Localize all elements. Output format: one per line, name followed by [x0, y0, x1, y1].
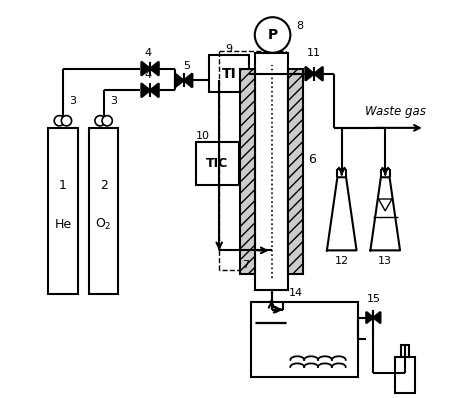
- Bar: [251, 302, 357, 377]
- Text: 8: 8: [296, 21, 303, 31]
- Text: 4: 4: [145, 70, 152, 80]
- Text: TIC: TIC: [206, 157, 228, 170]
- Text: 14: 14: [289, 288, 303, 298]
- Bar: [48, 128, 78, 294]
- Polygon shape: [183, 74, 192, 88]
- Text: Waste gas: Waste gas: [365, 105, 426, 118]
- Text: 1: 1: [59, 179, 67, 193]
- Text: 3: 3: [69, 96, 76, 106]
- Circle shape: [102, 115, 112, 126]
- Polygon shape: [175, 74, 183, 88]
- Polygon shape: [314, 67, 323, 81]
- Polygon shape: [305, 67, 314, 81]
- Polygon shape: [150, 83, 159, 97]
- Polygon shape: [366, 312, 374, 323]
- Bar: [195, 142, 239, 185]
- Polygon shape: [141, 83, 150, 97]
- Text: 2: 2: [100, 179, 108, 193]
- Circle shape: [61, 115, 72, 126]
- Text: 10: 10: [195, 131, 210, 140]
- Bar: [89, 128, 118, 294]
- Circle shape: [255, 17, 291, 53]
- Polygon shape: [150, 62, 159, 76]
- Bar: [255, 53, 288, 290]
- Text: 6: 6: [308, 153, 316, 166]
- Bar: [240, 68, 255, 274]
- Polygon shape: [141, 62, 150, 76]
- Text: 15: 15: [366, 294, 380, 304]
- Bar: [395, 357, 415, 393]
- Bar: [210, 55, 249, 92]
- Text: 3: 3: [110, 96, 117, 106]
- Circle shape: [95, 115, 105, 126]
- Text: 9: 9: [226, 43, 233, 54]
- Text: 5: 5: [183, 60, 190, 70]
- Text: O$_2$: O$_2$: [95, 217, 112, 232]
- Text: 7: 7: [242, 260, 249, 270]
- Bar: [288, 68, 303, 274]
- Text: 4: 4: [145, 48, 152, 58]
- Bar: [401, 345, 409, 357]
- Text: 13: 13: [378, 256, 392, 266]
- Text: TI: TI: [222, 67, 237, 81]
- Text: 12: 12: [335, 256, 349, 266]
- Polygon shape: [374, 312, 381, 323]
- Text: P: P: [267, 28, 278, 42]
- Text: He: He: [55, 218, 72, 230]
- Circle shape: [54, 115, 64, 126]
- Text: 11: 11: [307, 48, 321, 58]
